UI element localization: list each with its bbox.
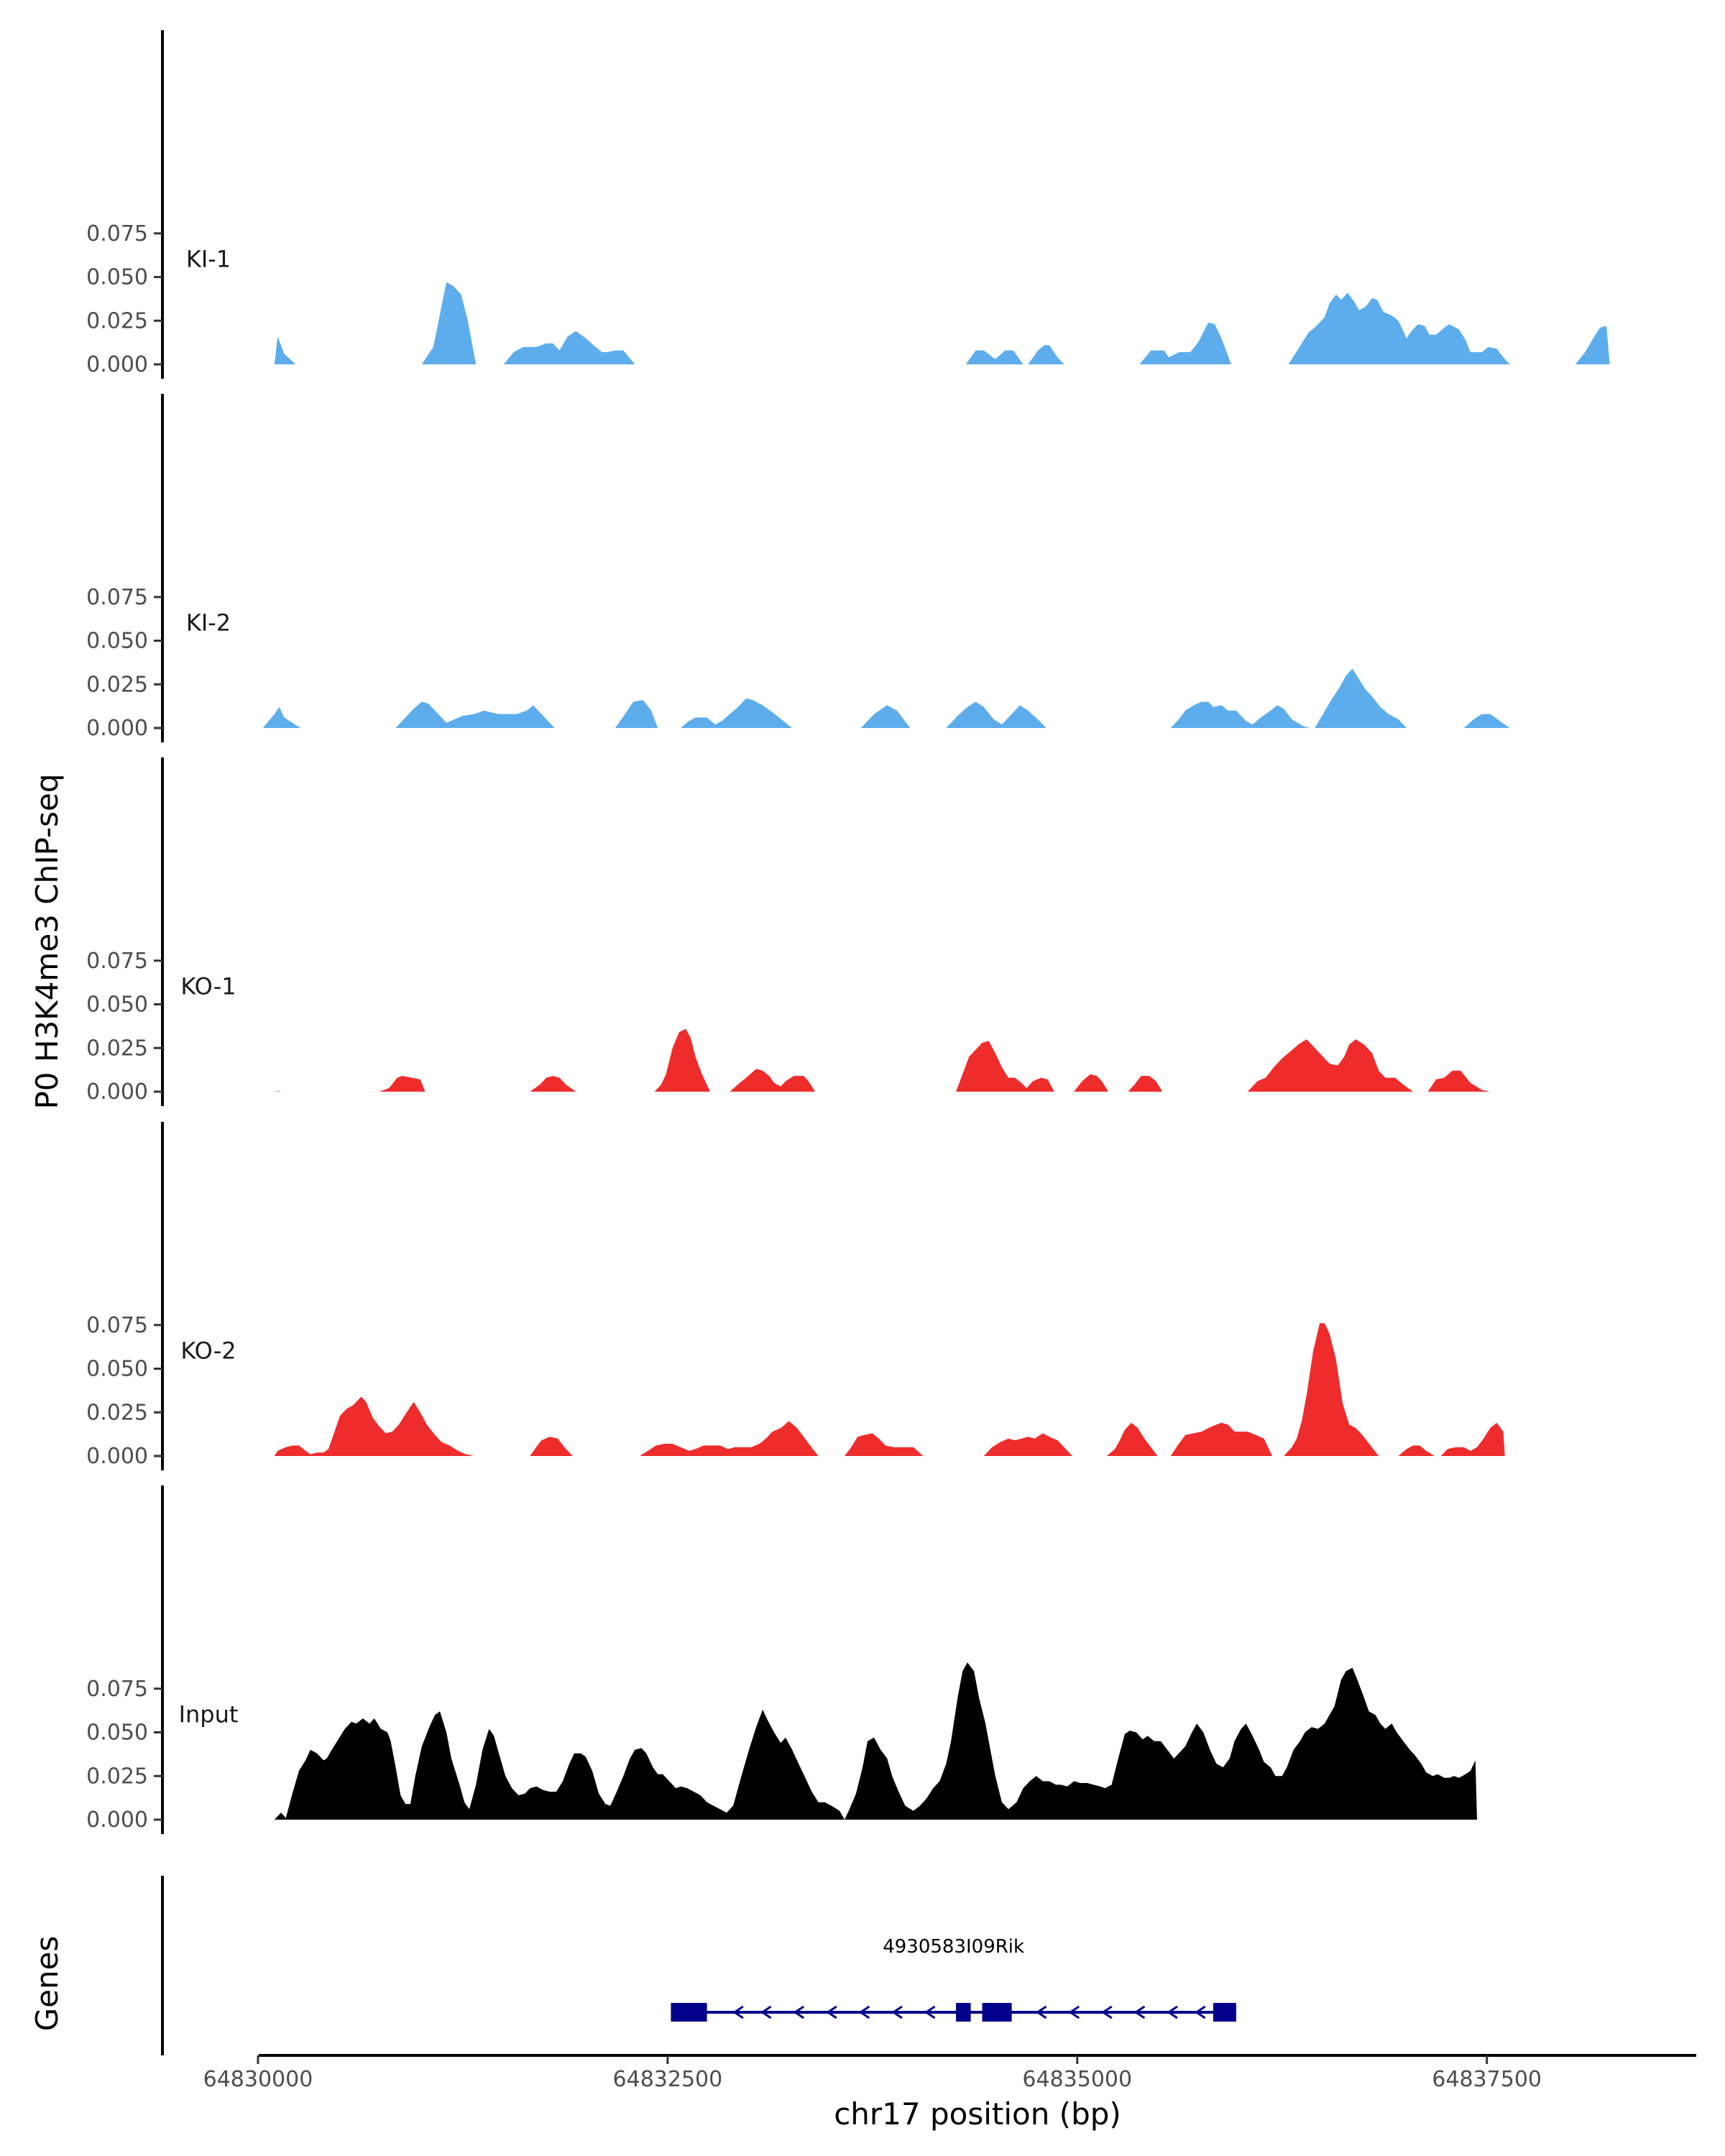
signal-area (1284, 1323, 1379, 1456)
signal-area (983, 1433, 1072, 1456)
signal-area (965, 350, 1024, 364)
x-axis: 64830000 64832500 64835000 64837500 (203, 2054, 1696, 2092)
signal-area (1128, 1076, 1163, 1092)
track-label: Input (179, 1701, 239, 1728)
strand-arrow (760, 2005, 772, 2019)
strand-arrow (858, 2005, 870, 2019)
x-tick-label: 64837500 (1432, 2067, 1542, 2092)
signal-area (503, 331, 635, 364)
track-ko-1: 0.000 0.025 0.050 0.075 KO-1 (86, 757, 1491, 1106)
y-tick-label: 0.075 (86, 1677, 148, 1702)
signal-area (379, 1076, 426, 1092)
y-tick-label: 0.075 (86, 585, 148, 610)
signal-area (946, 701, 1046, 728)
gene-name-label: 4930583I09Rik (883, 1936, 1024, 1958)
x-tick-label: 64830000 (203, 2067, 313, 2092)
signal-area (530, 1076, 576, 1092)
signal-area (530, 1437, 573, 1456)
strand-arrow (793, 2005, 805, 2019)
track-label: KO-2 (180, 1337, 236, 1365)
y-tick-label: 0.000 (86, 716, 148, 741)
track-ki-2: 0.000 0.025 0.050 0.075 KI-2 (86, 394, 1510, 742)
signal-area (395, 701, 555, 728)
genes-axis-title: Genes (29, 1936, 65, 2032)
track-label: KI-1 (186, 246, 231, 273)
signal-area (1170, 701, 1310, 728)
signal-area (845, 1433, 924, 1456)
tracks-group: 0.0000.0250.0500.075KI-10.0000.0250.0500… (86, 30, 1610, 1834)
gene-panel: 4930583I09Rik (161, 1876, 1236, 2055)
signal-area (274, 336, 296, 364)
y-tick-label: 0.025 (86, 1400, 148, 1425)
signal-area (681, 698, 793, 728)
y-tick-label: 0.050 (86, 992, 148, 1018)
signal-area (274, 1396, 474, 1456)
signal-area (274, 1662, 1477, 1820)
track-label: KO-1 (180, 973, 236, 1000)
signal-area (1315, 668, 1407, 728)
track-ko-2: 0.000 0.025 0.050 0.075 KO-2 (86, 1122, 1505, 1470)
signal-area (1170, 1422, 1272, 1456)
track-ki-1: 0.000 0.025 0.050 0.075 KI-1 (86, 30, 1610, 379)
strand-arrow (1133, 2005, 1146, 2019)
y-tick-label: 0.025 (86, 1764, 148, 1789)
signal-area (654, 1028, 711, 1092)
strand-arrow (732, 2005, 744, 2019)
y-tick-label: 0.000 (86, 352, 148, 377)
y-axis-title: P0 H3K4me3 ChIP-seq (29, 773, 65, 1109)
gene-exon (956, 2003, 971, 2022)
gene-exon (982, 2003, 1012, 2022)
gene-exon (1213, 2003, 1236, 2022)
signal-area (274, 1091, 281, 1092)
signal-area (860, 705, 911, 728)
y-tick-label: 0.000 (86, 1079, 148, 1105)
track-input: 0.000 0.025 0.050 0.075 Input (86, 1485, 1477, 1834)
y-tick-label: 0.075 (86, 221, 148, 247)
track-label: KI-2 (186, 609, 231, 637)
y-tick-label: 0.050 (86, 1720, 148, 1746)
strand-arrow (826, 2005, 837, 2019)
x-tick-label: 64832500 (613, 2067, 723, 2092)
y-tick-label: 0.025 (86, 1036, 148, 1061)
strand-arrow (1195, 2005, 1206, 2019)
strand-arrow (1035, 2005, 1047, 2019)
signal-area (1028, 345, 1064, 364)
signal-area (1139, 322, 1231, 364)
strand-arrow (1167, 2005, 1178, 2019)
gene-exon (671, 2003, 707, 2022)
x-tick-label: 64835000 (1022, 2067, 1132, 2092)
signal-area (1106, 1422, 1158, 1456)
y-tick-label: 0.025 (86, 308, 148, 333)
strand-arrow (1101, 2005, 1113, 2019)
signal-area (1427, 1070, 1491, 1092)
strand-arrow (891, 2005, 903, 2019)
signal-area (640, 1421, 819, 1456)
y-tick-label: 0.000 (86, 1444, 148, 1469)
y-tick-label: 0.050 (86, 265, 148, 290)
signal-area (730, 1069, 815, 1092)
signal-area (1575, 326, 1610, 364)
signal-area (1398, 1445, 1435, 1456)
y-tick-label: 0.050 (86, 1357, 148, 1382)
y-tick-label: 0.075 (86, 949, 148, 974)
y-tick-label: 0.075 (86, 1313, 148, 1338)
x-axis-title: chr17 position (bp) (834, 2096, 1121, 2132)
signal-area (1440, 1422, 1505, 1456)
strand-arrow (1068, 2005, 1080, 2019)
signal-area (615, 700, 658, 728)
y-tick-label: 0.050 (86, 629, 148, 654)
y-tick-label: 0.025 (86, 672, 148, 697)
signal-area (1074, 1074, 1109, 1092)
strand-arrow (924, 2005, 936, 2019)
y-tick-label: 0.000 (86, 1807, 148, 1833)
signal-area (262, 706, 301, 728)
signal-area (421, 282, 477, 364)
signal-area (1463, 714, 1510, 728)
signal-area (1288, 292, 1510, 364)
signal-area (956, 1041, 1054, 1092)
signal-area (1247, 1039, 1414, 1092)
